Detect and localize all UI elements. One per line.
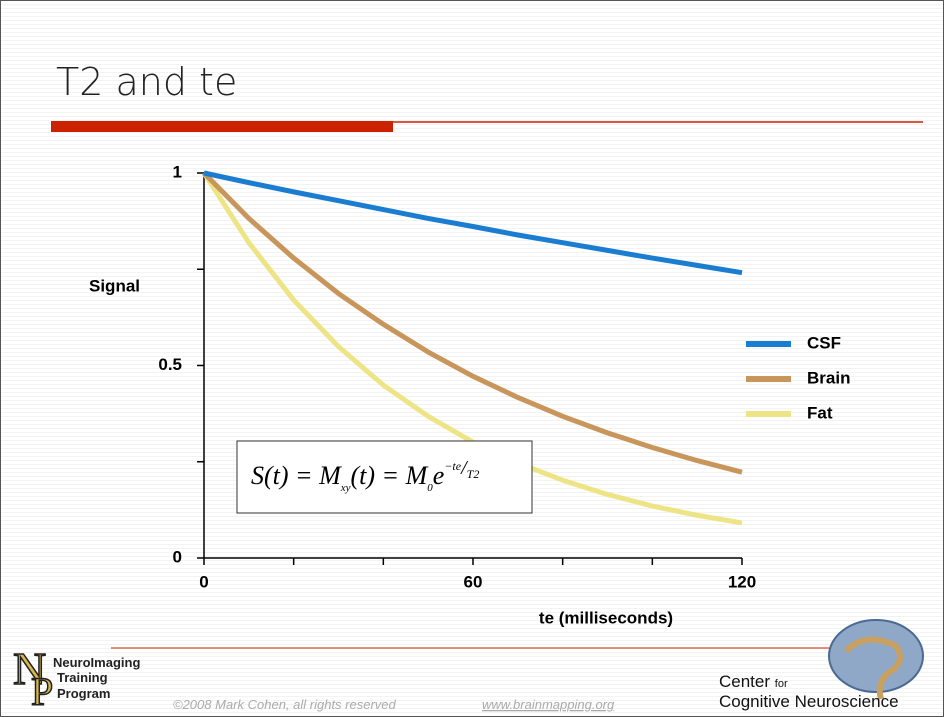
formula-part: /: [460, 457, 469, 479]
y-axis-label: Signal: [89, 276, 140, 295]
formula-part: −te: [444, 459, 461, 473]
y-tick-label: 0.5: [158, 355, 182, 374]
ccn-logo: Center for Cognitive Neuroscience: [719, 619, 924, 711]
formula: S(t) = Mxy(t) = M0e−te/T2: [251, 457, 479, 494]
logo-text: for: [775, 678, 788, 690]
formula-part: xy: [340, 482, 351, 494]
slide-title: T2 and te: [56, 60, 237, 104]
legend-label: Brain: [807, 368, 850, 387]
logo-text: Center: [719, 672, 770, 691]
legend-label: Fat: [807, 403, 833, 422]
y-tick-label: 0: [173, 547, 182, 566]
y-tick-label: 1: [173, 162, 182, 181]
logo-text: Cognitive Neuroscience: [719, 692, 899, 711]
title-bar: [51, 121, 393, 132]
x-axis-label: te (milliseconds): [539, 608, 673, 627]
brain-icon-detail: [843, 636, 903, 700]
legend-label: CSF: [807, 333, 841, 352]
x-tick-label: 0: [199, 572, 208, 591]
formula-part: e: [433, 461, 445, 490]
logo-text: Center for: [719, 672, 788, 691]
series-line: [203, 170, 743, 276]
url[interactable]: www.brainmapping.org: [482, 697, 615, 712]
x-tick-label: 120: [728, 572, 756, 591]
formula-part: S(t) = M: [251, 461, 342, 490]
series-line: [202, 171, 743, 475]
logo-text: NeuroImaging: [53, 655, 140, 670]
copyright: ©2008 Mark Cohen, all rights reserved: [173, 697, 397, 712]
logo-letter: N: [13, 643, 46, 694]
brain-icon: [828, 619, 924, 693]
formula-part: 0: [427, 482, 433, 494]
logo-letter: P: [31, 669, 53, 714]
formula-part: (t) = M: [351, 461, 429, 490]
x-tick-label: 60: [464, 572, 483, 591]
ntp-logo: N P NeuroImaging Training Program: [12, 642, 140, 715]
logo-text: Program: [57, 686, 110, 701]
formula-box: [236, 440, 533, 514]
formula-part: T2: [467, 467, 480, 481]
logo-text: Training: [57, 670, 108, 685]
